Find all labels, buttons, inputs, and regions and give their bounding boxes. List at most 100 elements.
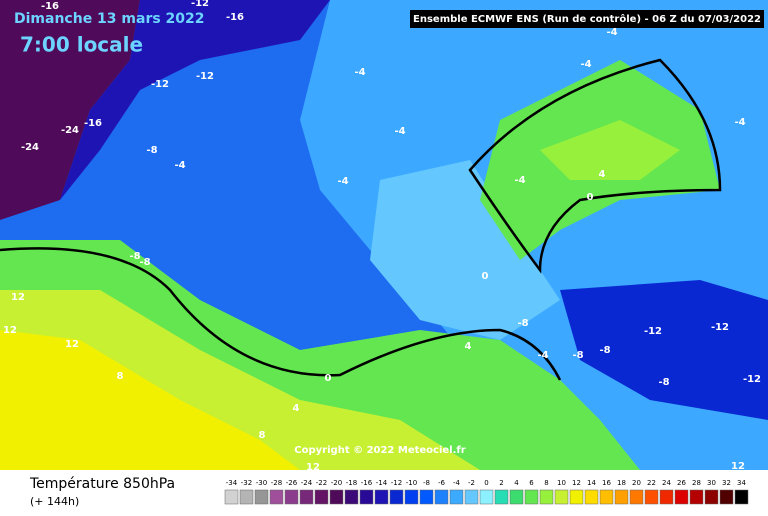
- legend-swatch: [314, 489, 329, 505]
- legend-swatch: [629, 489, 644, 505]
- contour-label: 12: [3, 325, 17, 336]
- legend-swatch: [389, 489, 404, 505]
- contour-label: -8: [517, 318, 528, 329]
- legend-swatch: [329, 489, 344, 505]
- legend-swatch: [599, 489, 614, 505]
- contour-label: -8: [146, 145, 157, 156]
- legend-swatch: [689, 489, 704, 505]
- legend-label: 16: [602, 479, 611, 487]
- legend-label: 12: [572, 479, 581, 487]
- contour-label: 4: [465, 341, 472, 352]
- footer-lead: (+ 144h): [30, 495, 79, 508]
- legend-swatch: [614, 489, 629, 505]
- legend-label: 22: [647, 479, 656, 487]
- legend-swatch: [494, 489, 509, 505]
- contour-label: 8: [259, 430, 266, 441]
- copyright: Copyright © 2022 Meteociel.fr: [294, 445, 465, 456]
- legend-swatch: [254, 489, 269, 505]
- contour-label: -4: [514, 175, 525, 186]
- legend-swatch: [284, 489, 299, 505]
- contour-label: -4: [394, 126, 405, 137]
- region-very-cold: [0, 0, 140, 220]
- region-warmer: [0, 330, 300, 470]
- legend-label: -34: [226, 479, 238, 487]
- legend-swatch: [434, 489, 449, 505]
- contour-label: -4: [174, 160, 185, 171]
- legend-swatch: [479, 489, 494, 505]
- contour-label: 0: [587, 192, 594, 203]
- zero-isotherm-north: [468, 58, 722, 274]
- contour-label: -4: [580, 59, 591, 70]
- legend-swatch: [734, 489, 749, 505]
- legend-label: 32: [722, 479, 731, 487]
- contour-label: -16: [41, 1, 59, 12]
- legend-swatch: [704, 489, 719, 505]
- region-scandinavia-warm: [540, 120, 680, 180]
- legend-label: -6: [438, 479, 446, 487]
- legend-label: 24: [662, 479, 671, 487]
- legend-label: 34: [737, 479, 746, 487]
- contour-label: -4: [734, 117, 745, 128]
- contour-label: -4: [537, 350, 548, 361]
- legend-swatch: [449, 489, 464, 505]
- legend-label: -4: [453, 479, 461, 487]
- contour-label: -4: [337, 176, 348, 187]
- legend-label: 2: [499, 479, 503, 487]
- legend-swatch: [419, 489, 434, 505]
- contour-label: 4: [599, 169, 606, 180]
- contour-label: -8: [129, 251, 140, 262]
- time-label: 7:00 locale: [20, 33, 143, 57]
- legend-swatch: [554, 489, 569, 505]
- legend-swatch: [404, 489, 419, 505]
- contour-label: -12: [743, 374, 761, 385]
- legend-swatch: [299, 489, 314, 505]
- legend-label: 8: [544, 479, 548, 487]
- contour-label: -4: [354, 67, 365, 78]
- legend-swatch: [569, 489, 584, 505]
- contour-label: -24: [61, 125, 79, 136]
- legend-label: 18: [617, 479, 626, 487]
- legend-label: -22: [316, 479, 327, 487]
- legend-swatch: [269, 489, 284, 505]
- legend-label: 28: [692, 479, 701, 487]
- legend-swatch: [344, 489, 359, 505]
- date-label: Dimanche 13 mars 2022: [14, 11, 205, 27]
- legend-label: -28: [271, 479, 282, 487]
- legend-label: 10: [557, 479, 566, 487]
- contour-label: 12: [306, 462, 320, 473]
- legend-label: 0: [484, 479, 488, 487]
- contour-label: 12: [65, 339, 79, 350]
- legend-swatch: [539, 489, 554, 505]
- contour-label: -8: [139, 257, 150, 268]
- contour-label: 4: [293, 403, 300, 414]
- legend-label: -24: [301, 479, 313, 487]
- legend-swatch: [584, 489, 599, 505]
- footer-title: Température 850hPa: [29, 476, 175, 492]
- region-cool: [370, 160, 560, 340]
- legend-label: 30: [707, 479, 716, 487]
- legend-label: -10: [406, 479, 417, 487]
- contour-label: -12: [151, 79, 169, 90]
- legend-swatch: [464, 489, 479, 505]
- legend-label: -8: [423, 479, 430, 487]
- contour-label: -12: [711, 322, 729, 333]
- contour-label: 0: [325, 373, 332, 384]
- legend-label: 20: [632, 479, 641, 487]
- contour-label: -16: [84, 118, 102, 129]
- contour-label: -12: [644, 326, 662, 337]
- contour-label: 12: [731, 461, 745, 472]
- contour-label: -4: [606, 27, 617, 38]
- legend-swatch: [644, 489, 659, 505]
- model-label: Ensemble ECMWF ENS (Run de contrôle) - 0…: [413, 13, 761, 25]
- legend-label: -16: [361, 479, 373, 487]
- contour-label: 12: [11, 292, 25, 303]
- legend-label: -20: [331, 479, 342, 487]
- legend-label: -12: [391, 479, 402, 487]
- contour-label: -24: [21, 142, 39, 153]
- legend-swatch: [674, 489, 689, 505]
- legend-swatch: [359, 489, 374, 505]
- legend-swatch: [239, 489, 254, 505]
- region-east-cold: [560, 280, 768, 420]
- contour-label: -16: [226, 12, 244, 23]
